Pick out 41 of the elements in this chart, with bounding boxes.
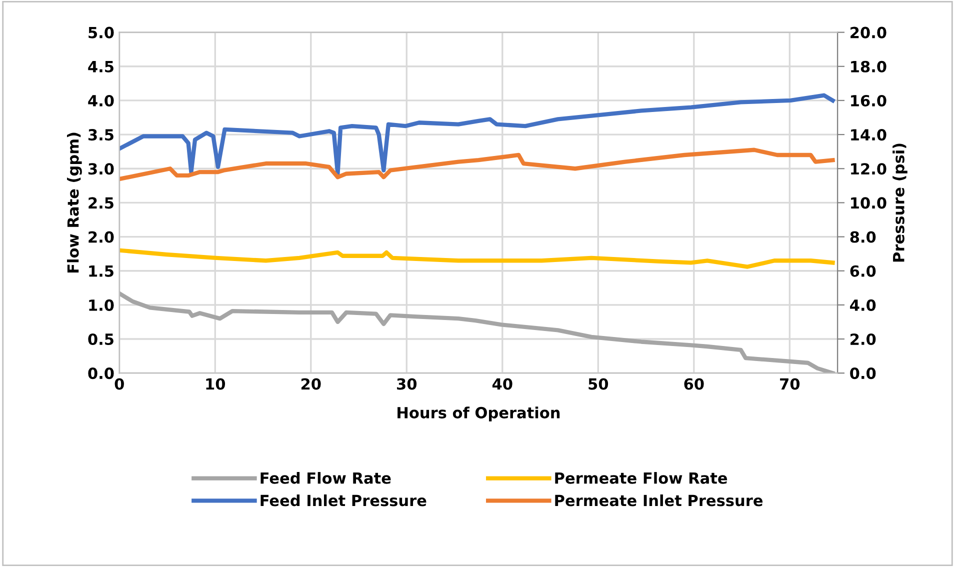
y-tick-label: 2.5: [88, 197, 114, 209]
line-series: [119, 148, 835, 181]
y-tick-label: 0.0: [88, 368, 114, 380]
legend-label: Permeate Inlet Pressure: [555, 494, 763, 506]
line-series: [119, 93, 835, 176]
x-tick-label: 0: [114, 378, 124, 390]
y2-tick-label: 12.0: [851, 163, 886, 175]
y2-tick-label: 6.0: [850, 265, 876, 277]
y-tick-label: 3.0: [88, 163, 114, 175]
y-tick-label: 4.5: [88, 61, 114, 72]
x-tick-label: 30: [397, 378, 417, 390]
y-tick-label: 0.5: [88, 333, 114, 346]
y2-tick-label: 8.0: [850, 231, 876, 243]
y2-tick-label: 20.0: [850, 26, 886, 38]
y-tick-label: 3.5: [88, 129, 114, 141]
legend-label: Feed Flow Rate: [260, 472, 391, 484]
y-tick-label: 1.5: [89, 266, 114, 277]
y2-axis-title: Pressure (psi): [892, 144, 908, 262]
line-series: [119, 248, 835, 269]
line-series: [119, 292, 835, 374]
y2-tick-label: 16.0: [851, 94, 886, 106]
y2-tick-label: 14.0: [851, 129, 886, 141]
x-axis-title: Hours of Operation: [398, 406, 560, 422]
y-tick-label: 5.0: [88, 26, 114, 38]
x-tick-label: 50: [588, 378, 608, 390]
y-axis-title: Flow Rate (gpm): [66, 132, 82, 273]
y2-tick-label: 0.0: [850, 368, 876, 380]
x-tick-label: 40: [492, 378, 512, 390]
y2-tick-label: 4.0: [850, 299, 876, 311]
legend-label: Feed Inlet Pressure: [260, 494, 426, 506]
x-tick-label: 60: [684, 378, 704, 390]
y-tick-label: 1.0: [89, 299, 114, 311]
x-tick-label: 20: [301, 378, 321, 390]
y2-tick-label: 2.0: [850, 333, 876, 346]
y2-tick-label: 18.0: [851, 60, 886, 72]
y-tick-label: 2.0: [88, 231, 114, 243]
x-tick-label: 10: [206, 378, 226, 390]
x-tick-label: 70: [780, 378, 800, 390]
y2-tick-label: 10.0: [851, 197, 886, 209]
legend-label: Permeate Flow Rate: [555, 472, 728, 484]
y-tick-label: 4.0: [88, 94, 114, 106]
